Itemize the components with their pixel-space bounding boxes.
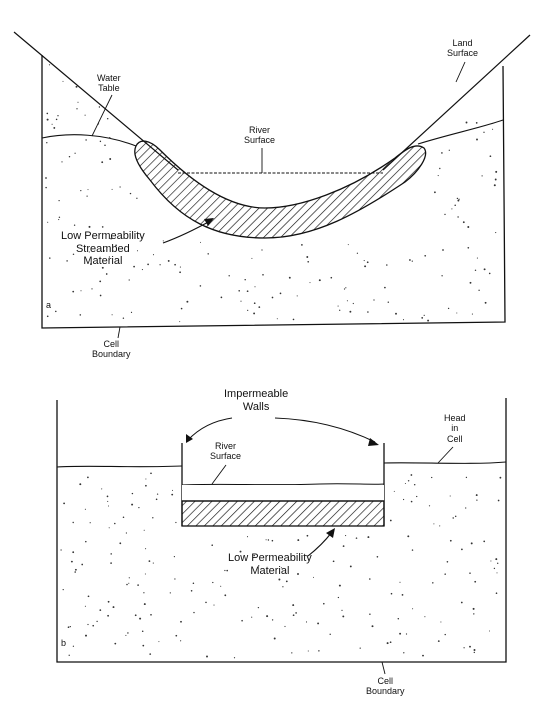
leader-walls-left [187, 417, 233, 441]
leader-walls-right [274, 417, 376, 443]
impermeable-walls-line1: Impermeable [224, 388, 289, 400]
cell-boundary-b-line2: Boundary [366, 686, 405, 697]
low-permeability-line1: Low Permeability [228, 552, 312, 564]
low-permeability-material [181, 500, 385, 527]
river-surface-a-line2: Surface [244, 135, 276, 146]
leader-cell-boundary-b [381, 661, 386, 675]
river-surface-b-line [181, 483, 385, 486]
head-in-cell-line [56, 461, 507, 468]
land-surface-line1: Land [452, 38, 473, 48]
water-table-line2: Table [98, 83, 120, 94]
head-in-cell-line2: in [451, 423, 459, 434]
leader-land-surface [455, 61, 466, 83]
panel-b [56, 398, 507, 675]
head-in-cell-label: Head in Cell [444, 413, 466, 444]
leader-head-in-cell [437, 446, 454, 464]
cell-boundary-a-label: Cell Boundary [92, 339, 131, 360]
land-surface-label: Land Surface [447, 38, 478, 59]
streambed-line1: Low Permeability [61, 230, 145, 242]
leader-cell-boundary-a [117, 326, 121, 339]
leader-water-table [91, 94, 113, 137]
land-surface-line2: Surface [447, 48, 479, 59]
head-in-cell-line1: Head [444, 413, 466, 423]
stipple-a [45, 64, 498, 323]
panel-letter-b: b [61, 638, 67, 648]
cell-boundary-b [56, 398, 507, 663]
arrowhead-streambed [204, 218, 214, 226]
river-surface-b-line2: Surface [210, 451, 242, 462]
low-permeability-label: Low Permeability Material [228, 552, 312, 577]
cell-boundary-a-line1: Cell [103, 339, 120, 349]
cell-boundary-b-line1: Cell [377, 676, 394, 686]
streambed-line3: Material [83, 255, 123, 268]
streambed-line2: Streambed [75, 242, 130, 255]
river-surface-b-label: River Surface [210, 441, 241, 462]
panel-a [13, 31, 531, 339]
arrowhead-low-permeability [326, 528, 335, 538]
arrowhead-walls-right [368, 438, 379, 446]
streambed-material [134, 140, 427, 239]
head-in-cell-line3: Cell [447, 433, 463, 444]
land-surface-right [382, 34, 531, 171]
water-table-line1: Water [97, 73, 121, 83]
streambed-label: Low Permeability Streambed Material [61, 230, 145, 268]
river-surface-a-label: River Surface [244, 125, 275, 146]
impermeable-walls-line2: Walls [242, 400, 270, 413]
cell-boundary-a-line2: Boundary [92, 349, 131, 360]
river-water [182, 485, 384, 501]
river-surface-b-line1: River [215, 441, 237, 451]
water-table-line [41, 119, 504, 147]
arrowhead-walls-left [186, 434, 193, 443]
cell-boundary-a [41, 55, 506, 329]
impermeable-walls-label: Impermeable Walls [224, 388, 288, 413]
water-table-label: Water Table [97, 73, 121, 94]
cell-boundary-b-label: Cell Boundary [366, 676, 405, 697]
panel-letter-a: a [46, 300, 52, 310]
leader-streambed [162, 219, 213, 244]
river-surface-a-line1: River [249, 125, 271, 135]
low-permeability-line2: Material [250, 564, 290, 577]
leader-river-surface-b [211, 464, 227, 485]
stipple-b [60, 472, 502, 659]
